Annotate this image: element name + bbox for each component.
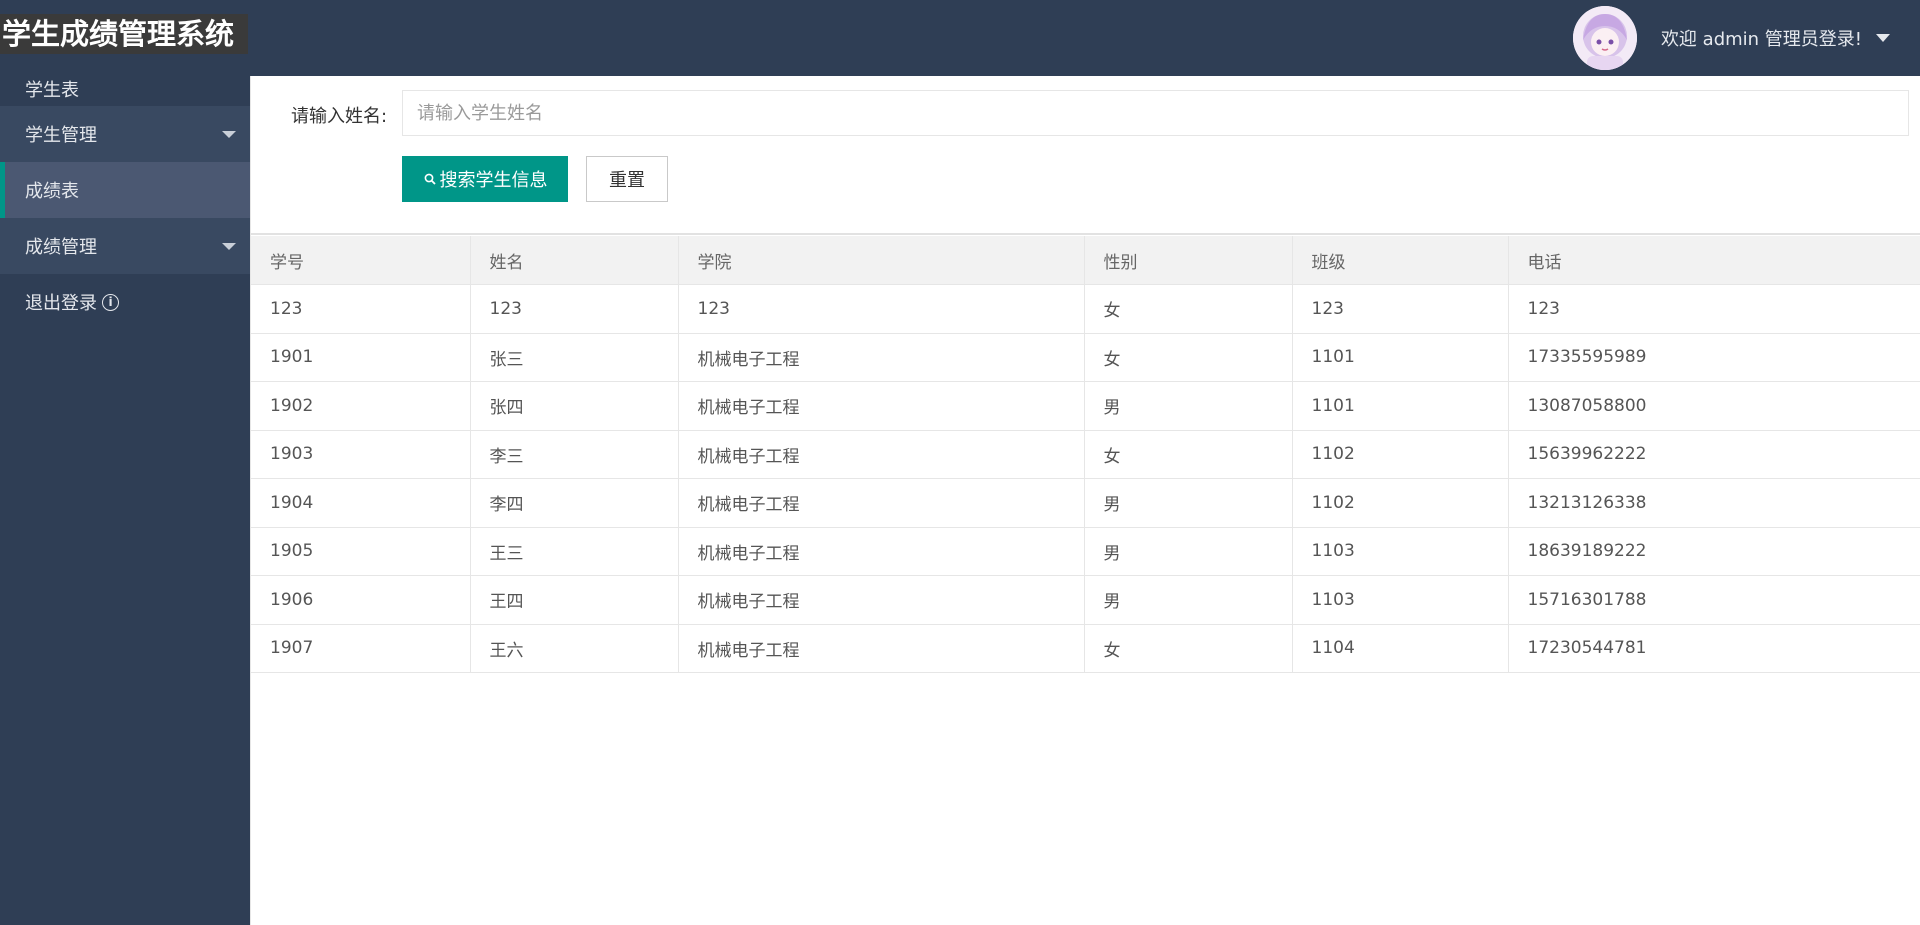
table-cell: 1901	[251, 332, 471, 382]
table-cell: 123	[469, 284, 679, 334]
column-header[interactable]: 学院	[677, 236, 1085, 285]
table-cell: 1101	[1291, 332, 1509, 382]
table-cell: 张三	[469, 332, 679, 382]
table-cell: 王三	[469, 526, 679, 576]
table-row[interactable]: 1906 王四 机械电子工程 男 1103 15716301788	[251, 575, 1920, 625]
sidebar-item-score-table[interactable]: 成绩表	[0, 162, 250, 218]
chevron-down-icon	[222, 243, 236, 250]
sidebar: 学生表 学生管理 成绩表 成绩管理 退出登录 i	[0, 76, 250, 925]
table-cell: 女	[1083, 332, 1293, 382]
avatar-image-icon	[1572, 6, 1637, 70]
table-cell: 123	[1291, 284, 1509, 334]
table-cell: 17335595989	[1507, 332, 1920, 382]
welcome-text: 欢迎 admin 管理员登录!	[1660, 29, 1862, 50]
column-header[interactable]: 姓名	[469, 236, 679, 285]
table-cell: 王六	[469, 623, 679, 673]
sidebar-item-label: 退出登录	[25, 293, 97, 314]
table-row[interactable]: 1907 王六 机械电子工程 女 1104 17230544781	[251, 623, 1920, 673]
table-row[interactable]: 1902 张四 机械电子工程 男 1101 13087058800	[251, 381, 1920, 431]
table-header-row: 学号 姓名 学院 性别 班级 电话	[251, 236, 1920, 285]
table-cell: 1103	[1291, 575, 1509, 625]
table-cell: 1905	[251, 526, 471, 576]
table-cell: 123	[251, 284, 471, 334]
table-cell: 男	[1083, 526, 1293, 576]
reset-button[interactable]: 重置	[586, 156, 668, 202]
table-cell: 1907	[251, 623, 471, 673]
app-title: 学生成绩管理系统	[0, 14, 248, 54]
table-cell: 女	[1083, 284, 1293, 334]
sidebar-item-logout[interactable]: 退出登录 i	[0, 274, 250, 330]
table-cell: 男	[1083, 478, 1293, 528]
table-row[interactable]: 1905 王三 机械电子工程 男 1103 18639189222	[251, 526, 1920, 576]
sidebar-item-student-table[interactable]: 学生表	[0, 76, 250, 106]
table-cell: 1906	[251, 575, 471, 625]
table-cell: 张四	[469, 381, 679, 431]
table-cell: 1903	[251, 429, 471, 479]
table-cell: 1904	[251, 478, 471, 528]
table-row[interactable]: 123 123 123 女 123 123	[251, 284, 1920, 334]
table-cell: 1902	[251, 381, 471, 431]
sidebar-item-label: 成绩表	[25, 181, 79, 202]
student-table: 学号 姓名 学院 性别 班级 电话 123 123 123 女 123 123 …	[251, 236, 1920, 673]
search-icon	[424, 173, 436, 185]
table-cell: 机械电子工程	[677, 526, 1085, 576]
search-label: 请输入姓名:	[291, 106, 388, 127]
column-header[interactable]: 学号	[251, 236, 471, 285]
table-cell: 王四	[469, 575, 679, 625]
table-cell: 女	[1083, 623, 1293, 673]
user-menu[interactable]: 欢迎 admin 管理员登录!	[1572, 6, 1890, 70]
table-cell: 123	[677, 284, 1085, 334]
table-cell: 17230544781	[1507, 623, 1920, 673]
main-content: 请输入姓名: 搜索学生信息 重置 学号 姓名 学院 性别 班级	[250, 76, 1920, 925]
chevron-down-icon[interactable]	[1876, 34, 1890, 42]
top-header: 学生成绩管理系统 欢迎 admin 管理员登录!	[0, 0, 1920, 76]
sidebar-item-student-management[interactable]: 学生管理	[0, 106, 250, 162]
table-cell: 机械电子工程	[677, 381, 1085, 431]
column-header[interactable]: 班级	[1291, 236, 1509, 285]
chevron-down-icon	[222, 131, 236, 138]
table-cell: 李三	[469, 429, 679, 479]
avatar[interactable]	[1572, 6, 1637, 70]
table-cell: 男	[1083, 575, 1293, 625]
table-cell: 15716301788	[1507, 575, 1920, 625]
sidebar-item-score-management[interactable]: 成绩管理	[0, 218, 250, 274]
column-header[interactable]: 性别	[1083, 236, 1293, 285]
table-cell: 女	[1083, 429, 1293, 479]
table-cell: 机械电子工程	[677, 478, 1085, 528]
sidebar-item-label: 成绩管理	[25, 237, 97, 258]
table-row[interactable]: 1901 张三 机械电子工程 女 1101 17335595989	[251, 332, 1920, 382]
table-cell: 1102	[1291, 429, 1509, 479]
table-cell: 123	[1507, 284, 1920, 334]
table-cell: 机械电子工程	[677, 623, 1085, 673]
table-cell: 15639962222	[1507, 429, 1920, 479]
table-cell: 13213126338	[1507, 478, 1920, 528]
table-cell: 男	[1083, 381, 1293, 431]
column-header[interactable]: 电话	[1507, 236, 1920, 285]
table-cell: 机械电子工程	[677, 575, 1085, 625]
table-cell: 1101	[1291, 381, 1509, 431]
sidebar-item-label: 学生表	[25, 80, 79, 101]
table-cell: 机械电子工程	[677, 429, 1085, 479]
sidebar-item-label: 学生管理	[25, 125, 97, 146]
search-button[interactable]: 搜索学生信息	[402, 156, 568, 202]
table-row[interactable]: 1904 李四 机械电子工程 男 1102 13213126338	[251, 478, 1920, 528]
table-cell: 18639189222	[1507, 526, 1920, 576]
table-cell: 1104	[1291, 623, 1509, 673]
table-row[interactable]: 1903 李三 机械电子工程 女 1102 15639962222	[251, 429, 1920, 479]
search-button-label: 搜索学生信息	[439, 170, 548, 191]
table-cell: 李四	[469, 478, 679, 528]
table-cell: 机械电子工程	[677, 332, 1085, 382]
search-input[interactable]	[402, 90, 1909, 136]
table-cell: 1102	[1291, 478, 1509, 528]
table-cell: 13087058800	[1507, 381, 1920, 431]
search-panel: 请输入姓名: 搜索学生信息 重置	[251, 76, 1920, 235]
table-cell: 1103	[1291, 526, 1509, 576]
info-icon: i	[102, 293, 119, 311]
